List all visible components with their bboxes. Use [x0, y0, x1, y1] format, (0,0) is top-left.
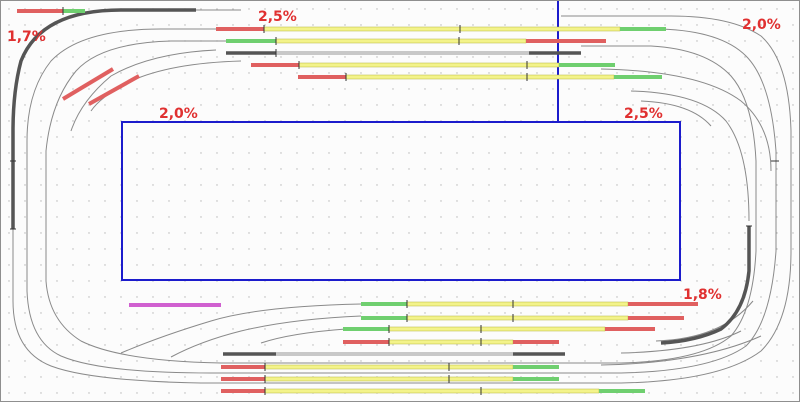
block-occupied: [605, 327, 655, 331]
block-occupied: [526, 39, 606, 43]
block-free: [614, 75, 662, 79]
platform-section: [388, 339, 514, 345]
block-occupied: [628, 316, 684, 320]
platform-section: [406, 315, 629, 321]
platform-section: [264, 388, 600, 394]
platform-section: [406, 301, 629, 307]
platform-section: [275, 38, 527, 44]
block-free: [559, 63, 615, 67]
block-occupied: [221, 389, 265, 393]
block-occupied: [17, 9, 63, 13]
block-free: [361, 302, 407, 306]
grade-label-inner-left: 2,0%: [159, 106, 198, 122]
grey-section: [276, 352, 513, 356]
block-occupied: [298, 75, 346, 79]
block-separators: [10, 7, 779, 395]
platform-section: [263, 26, 621, 32]
block-free: [620, 27, 666, 31]
block-occupied: [221, 377, 265, 381]
upper-station: [17, 9, 666, 106]
special-block: [129, 303, 221, 307]
block-occupied: [343, 340, 389, 344]
grade-label-bottom-right: 1,8%: [683, 287, 722, 303]
block-free: [513, 365, 559, 369]
hidden-track-sections: [11, 8, 751, 356]
block-free: [226, 39, 276, 43]
platform-section: [298, 62, 560, 68]
block-free: [343, 327, 389, 331]
block-free: [513, 377, 559, 381]
block-free: [361, 316, 407, 320]
grade-label-top-right: 2,0%: [742, 17, 781, 33]
block-occupied: [221, 365, 265, 369]
block-free: [63, 9, 85, 13]
spur-block-occupied: [88, 74, 140, 106]
spur-block-occupied: [61, 67, 115, 101]
platform-section: [345, 74, 615, 80]
grade-label-left: 1,7%: [7, 29, 46, 45]
block-occupied: [628, 302, 698, 306]
block-occupied: [513, 340, 559, 344]
inner-baseboard-outline: [121, 121, 681, 281]
platform-section: [264, 376, 514, 382]
grade-label-top: 2,5%: [258, 9, 297, 25]
block-occupied: [216, 27, 264, 31]
grade-label-inner-right: 2,5%: [624, 106, 663, 122]
block-free: [599, 389, 645, 393]
grey-section: [276, 51, 529, 55]
block-occupied: [251, 63, 299, 67]
platform-section: [264, 364, 514, 370]
platform-section: [388, 326, 606, 332]
